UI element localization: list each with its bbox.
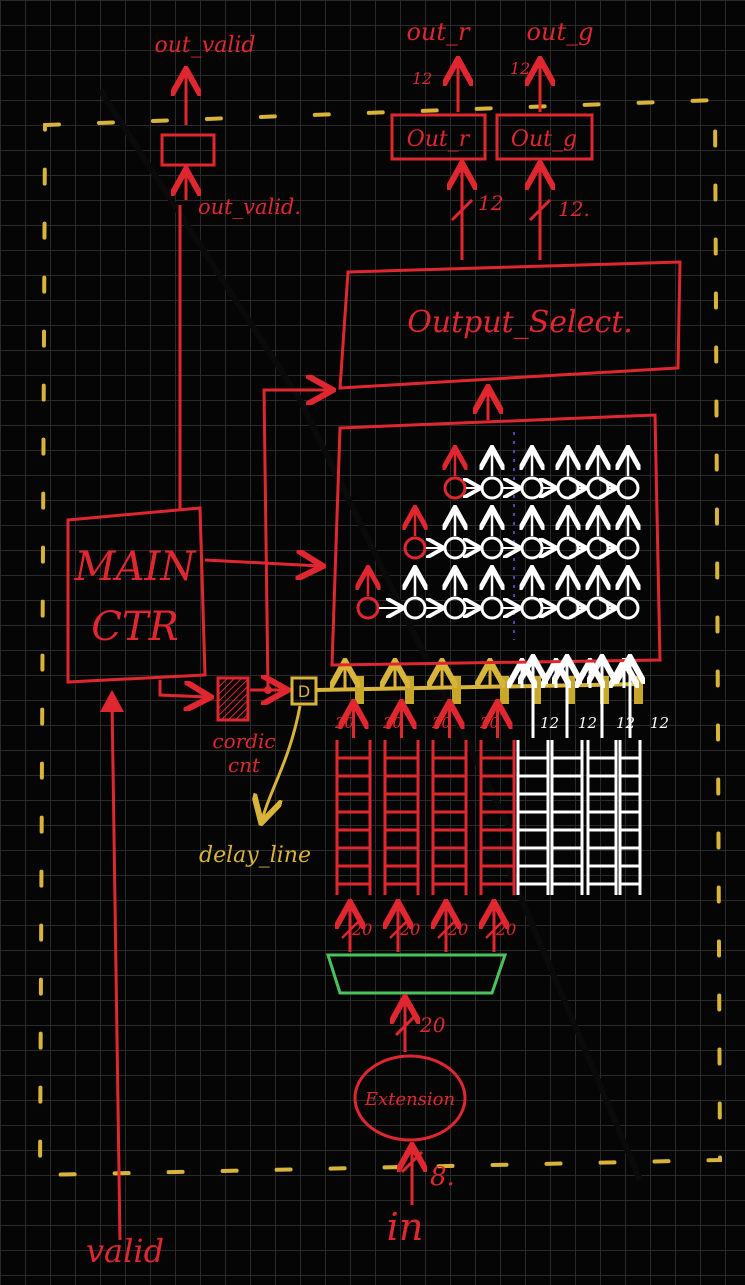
bus-slash <box>389 921 407 939</box>
out-valid-port-label: out_valid <box>155 33 256 58</box>
cordic-array <box>330 413 662 667</box>
extension-block: 20 Extension 8. in <box>353 1000 467 1249</box>
w12-b: 12 <box>578 714 597 732</box>
circle-node-icon <box>520 596 544 620</box>
sel-width-right: 12. <box>558 197 590 221</box>
valid-input: valid <box>86 690 164 1270</box>
bus-width-labels: 20 20 20 20 12 12 12 12 <box>334 714 669 732</box>
in-width: 8. <box>430 1162 455 1192</box>
output-select-label: Output_Select. <box>407 305 633 340</box>
w20-c: 20 <box>431 714 452 732</box>
main-ctr-block: MAIN CTR <box>66 390 330 697</box>
hatched-counter-icon <box>216 676 250 722</box>
w20-b: 20 <box>382 714 403 732</box>
extension-label: Extension <box>364 1089 455 1110</box>
trapezoid-adder-icon <box>325 953 508 995</box>
bus20-a: 20 <box>351 920 372 939</box>
delay-block-label: D <box>298 682 310 701</box>
valid-port-label: valid <box>86 1232 164 1270</box>
circle-node-icon <box>403 596 427 620</box>
w12-c: 12 <box>616 714 635 732</box>
out-valid-path: out_valid out_valid. <box>155 33 301 510</box>
out-valid-register-label: out_valid. <box>198 195 301 219</box>
cordic-cnt-label-line2: cnt <box>228 753 261 777</box>
bus-slash <box>341 921 359 939</box>
output-ports: out_r out_g 12 12 Out_r Out_g 12 12. <box>390 18 594 260</box>
out-g-width: 12 <box>510 59 530 78</box>
out-r-port-label: out_r <box>406 18 471 46</box>
delay-stage <box>405 676 414 704</box>
w20-a: 20 <box>334 714 355 732</box>
circle-node-icon <box>356 596 380 620</box>
w20-d: 20 <box>479 714 500 732</box>
delay-stage <box>600 676 609 704</box>
circle-node-icon <box>616 476 640 500</box>
circle-node-icon <box>586 476 610 500</box>
ext-width: 20 <box>419 1013 446 1037</box>
delay-stage <box>634 676 643 704</box>
w12-d: 12 <box>650 714 669 732</box>
circle-node-icon <box>443 596 467 620</box>
bus20-c: 20 <box>447 920 468 939</box>
circle-node-icon <box>520 476 544 500</box>
main-ctr-label-line2: CTR <box>91 604 178 650</box>
bus-slash <box>437 921 455 939</box>
circle-node-icon <box>556 536 580 560</box>
delay-line: D delay_line <box>199 664 643 868</box>
circle-node-icon <box>403 536 427 560</box>
w12-a: 12 <box>540 714 559 732</box>
circle-node-icon <box>616 596 640 620</box>
out-g-port-label: out_g <box>527 18 594 46</box>
circle-node-icon <box>586 536 610 560</box>
circle-node-icon <box>480 596 504 620</box>
sel-width-left: 12 <box>478 191 503 215</box>
circle-node-icon <box>480 536 504 560</box>
circle-node-icon <box>556 476 580 500</box>
out-r-register-label: Out_r <box>407 127 471 152</box>
in-port-label: in <box>387 1205 424 1249</box>
bus20-d: 20 <box>495 920 516 939</box>
delay-stage <box>452 676 461 704</box>
circle-node-icon <box>520 536 544 560</box>
bus20-b: 20 <box>399 920 420 939</box>
circle-node-icon <box>556 596 580 620</box>
out-r-width: 12 <box>412 69 432 88</box>
out-r-register <box>390 113 487 161</box>
delay-stage <box>566 676 575 704</box>
circle-node-icon <box>443 476 467 500</box>
delay-stage <box>532 676 541 704</box>
ladder-registers <box>335 660 640 895</box>
circle-node-icon <box>480 476 504 500</box>
cordic-cnt-label-line1: cordic <box>212 729 275 753</box>
main-ctr-label-line1: MAIN <box>74 544 198 590</box>
delay-line-label: delay_line <box>199 843 311 868</box>
delay-stage <box>500 676 509 704</box>
out-g-register-label: Out_g <box>511 127 577 152</box>
output-select-block: Output_Select. <box>338 260 682 420</box>
d-flipflop-icon <box>290 676 318 706</box>
ladder-inputs: 20 20 20 20 <box>342 905 516 952</box>
circle-node-icon <box>616 536 640 560</box>
cordic-counter: cordic cnt <box>212 678 285 777</box>
delay-stage <box>355 676 364 704</box>
distributor <box>325 953 508 995</box>
out-g-register <box>495 113 594 161</box>
module-boundary <box>37 97 723 1178</box>
circle-node-icon <box>443 536 467 560</box>
out-valid-register <box>160 133 216 167</box>
bus-slash <box>485 921 503 939</box>
circle-node-icon <box>586 596 610 620</box>
